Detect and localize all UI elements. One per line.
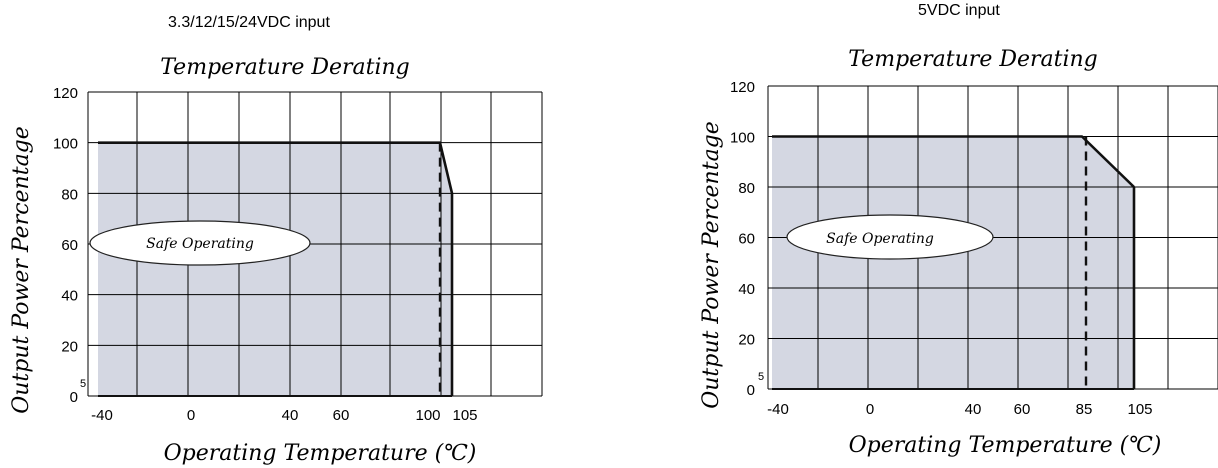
y-tick-label: 100 (53, 136, 78, 153)
y-tick-label: 100 (730, 130, 755, 147)
y-tick-label: 80 (61, 186, 78, 203)
chart-heading: 3.3/12/15/24VDC input (168, 14, 330, 31)
y-tick-label: 120 (53, 85, 78, 102)
chart-heading: 5VDC input (918, 2, 1000, 19)
chart-title: Temperature Derating (848, 47, 1098, 72)
x-axis-label: Operating Temperature (℃) (849, 433, 1162, 458)
y-minor-tick-label: 5 (80, 378, 86, 390)
x-tick-label: 105 (452, 407, 477, 424)
chart-panel-right: 5VDC input Temperature Derating Safe Oper… (600, 0, 1218, 468)
x-tick-label: 0 (866, 401, 874, 418)
derating-chart-svg: Temperature Derating Safe Operating 120 100… (699, 47, 1218, 458)
derating-curve (772, 135, 1135, 188)
y-tick-label: 40 (61, 288, 78, 305)
y-axis-label: Output Power Percentage (699, 121, 724, 409)
x-tick-label: 85 (1076, 401, 1093, 418)
x-tick-label: 0 (187, 407, 195, 424)
y-tick-label: 60 (61, 237, 78, 254)
safe-operating-area (98, 142, 452, 396)
y-tick-label: 60 (738, 231, 755, 248)
y-minor-tick-label: 5 (758, 371, 764, 383)
y-tick-label: 40 (738, 281, 755, 298)
x-tick-label: -40 (767, 401, 789, 418)
safe-operating-area (772, 136, 1134, 389)
chart-panel-left: 3.3/12/15/24VDC input Temperature Derati… (0, 0, 600, 468)
safe-operating-label: Safe Operating (826, 231, 934, 247)
safe-operating-callout (89, 220, 311, 266)
y-tick-label: 0 (70, 389, 78, 406)
x-tick-label: 105 (1127, 401, 1152, 418)
derating-chart-svg: Temperature Derating Safe Operating 120 100… (9, 55, 543, 466)
x-tick-label: 40 (965, 401, 982, 418)
x-tick-label: 60 (333, 407, 350, 424)
y-tick-label: 20 (61, 338, 78, 355)
x-axis-label: Operating Temperature (℃) (164, 441, 477, 466)
x-tick-label: 40 (282, 407, 299, 424)
y-axis-label: Output Power Percentage (9, 126, 34, 414)
chart-title: Temperature Derating (160, 55, 410, 80)
x-tick-label: -40 (91, 407, 113, 424)
y-tick-label: 0 (747, 382, 755, 399)
safe-operating-callout (786, 214, 994, 260)
x-tick-label: 60 (1014, 401, 1031, 418)
y-tick-label: 20 (738, 332, 755, 349)
y-tick-label: 80 (738, 180, 755, 197)
x-tick-label: 100 (415, 407, 440, 424)
safe-operating-label: Safe Operating (146, 236, 254, 252)
y-tick-label: 120 (730, 79, 755, 96)
